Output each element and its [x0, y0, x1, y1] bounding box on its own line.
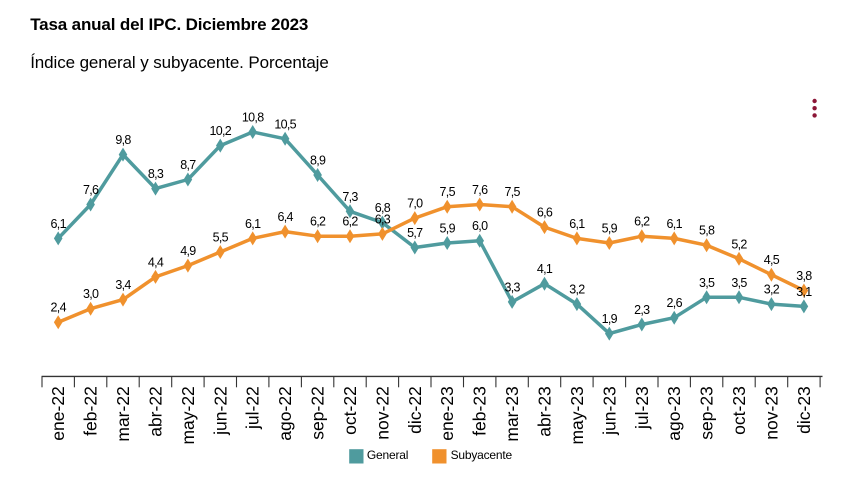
svg-text:ene-23: ene-23: [437, 386, 457, 441]
svg-text:7,6: 7,6: [472, 183, 488, 197]
svg-text:mar-23: mar-23: [502, 386, 522, 441]
svg-text:3,3: 3,3: [504, 280, 520, 294]
svg-text:may-23: may-23: [567, 386, 587, 444]
svg-text:5,5: 5,5: [213, 231, 229, 245]
svg-text:4,1: 4,1: [537, 262, 553, 276]
svg-text:5,9: 5,9: [440, 222, 456, 236]
svg-text:abr-23: abr-23: [535, 386, 555, 437]
svg-text:6,1: 6,1: [245, 217, 261, 231]
svg-text:6,6: 6,6: [537, 206, 553, 220]
svg-text:2,6: 2,6: [667, 296, 683, 310]
svg-text:ago-23: ago-23: [664, 386, 684, 441]
svg-text:sep-23: sep-23: [697, 386, 717, 440]
svg-text:10,2: 10,2: [210, 124, 232, 138]
svg-text:sep-22: sep-22: [308, 386, 328, 440]
svg-text:8,9: 8,9: [310, 154, 326, 168]
svg-text:3,0: 3,0: [83, 287, 99, 301]
svg-text:Índice general y subyacente. P: Índice general y subyacente. Porcentaje: [30, 53, 329, 72]
svg-text:6,2: 6,2: [342, 215, 358, 229]
svg-text:may-22: may-22: [178, 386, 198, 444]
svg-text:6,1: 6,1: [51, 217, 67, 231]
svg-text:oct-23: oct-23: [729, 386, 749, 435]
svg-text:7,6: 7,6: [83, 183, 99, 197]
svg-text:5,7: 5,7: [407, 226, 423, 240]
svg-text:feb-23: feb-23: [470, 386, 490, 436]
svg-text:jun-23: jun-23: [599, 386, 619, 436]
svg-text:7,5: 7,5: [504, 185, 520, 199]
svg-text:10,5: 10,5: [274, 117, 296, 131]
svg-text:dic-23: dic-23: [794, 386, 814, 434]
svg-text:5,9: 5,9: [602, 222, 618, 236]
svg-text:3,1: 3,1: [796, 285, 812, 299]
svg-text:3,8: 3,8: [796, 269, 812, 283]
svg-text:3,5: 3,5: [731, 276, 747, 290]
svg-text:jul-23: jul-23: [632, 386, 652, 430]
svg-text:abr-22: abr-22: [146, 386, 166, 437]
svg-text:Tasa anual del IPC. Diciembre: Tasa anual del IPC. Diciembre 2023: [30, 15, 308, 34]
svg-text:6,4: 6,4: [277, 210, 293, 224]
svg-text:6,0: 6,0: [472, 219, 488, 233]
svg-text:10,8: 10,8: [242, 111, 264, 125]
svg-text:General: General: [367, 448, 408, 462]
svg-text:6,1: 6,1: [569, 217, 585, 231]
svg-text:3,2: 3,2: [569, 283, 585, 297]
svg-text:7,3: 7,3: [342, 190, 358, 204]
svg-text:4,9: 4,9: [180, 244, 196, 258]
svg-text:6,1: 6,1: [667, 217, 683, 231]
svg-text:jun-22: jun-22: [210, 386, 230, 436]
svg-text:2,4: 2,4: [51, 301, 67, 315]
svg-text:oct-22: oct-22: [340, 386, 360, 435]
svg-text:6,2: 6,2: [310, 215, 326, 229]
svg-text:ago-22: ago-22: [275, 386, 295, 441]
svg-text:4,4: 4,4: [148, 255, 164, 269]
svg-text:3,4: 3,4: [115, 278, 131, 292]
svg-text:6,8: 6,8: [375, 201, 391, 215]
svg-text:6,3: 6,3: [375, 212, 391, 226]
svg-text:feb-22: feb-22: [81, 386, 101, 436]
svg-text:mar-22: mar-22: [113, 386, 133, 441]
svg-text:8,3: 8,3: [148, 167, 164, 181]
svg-text:Subyacente: Subyacente: [451, 448, 513, 462]
svg-text:9,8: 9,8: [115, 133, 131, 147]
svg-text:2,3: 2,3: [634, 303, 650, 317]
svg-text:3,5: 3,5: [699, 276, 715, 290]
svg-text:7,5: 7,5: [440, 185, 456, 199]
svg-text:7,0: 7,0: [407, 197, 423, 211]
svg-text:3,2: 3,2: [764, 283, 780, 297]
svg-text:4,5: 4,5: [764, 253, 780, 267]
svg-text:nov-23: nov-23: [761, 386, 781, 440]
svg-text:jul-22: jul-22: [243, 386, 263, 430]
svg-text:5,2: 5,2: [731, 237, 747, 251]
svg-text:8,7: 8,7: [180, 158, 196, 172]
svg-text:1,9: 1,9: [602, 312, 618, 326]
svg-text:dic-22: dic-22: [405, 386, 425, 434]
svg-text:5,8: 5,8: [699, 224, 715, 238]
svg-text:6,2: 6,2: [634, 215, 650, 229]
svg-text:ene-22: ene-22: [48, 386, 68, 441]
svg-text:nov-22: nov-22: [372, 386, 392, 440]
